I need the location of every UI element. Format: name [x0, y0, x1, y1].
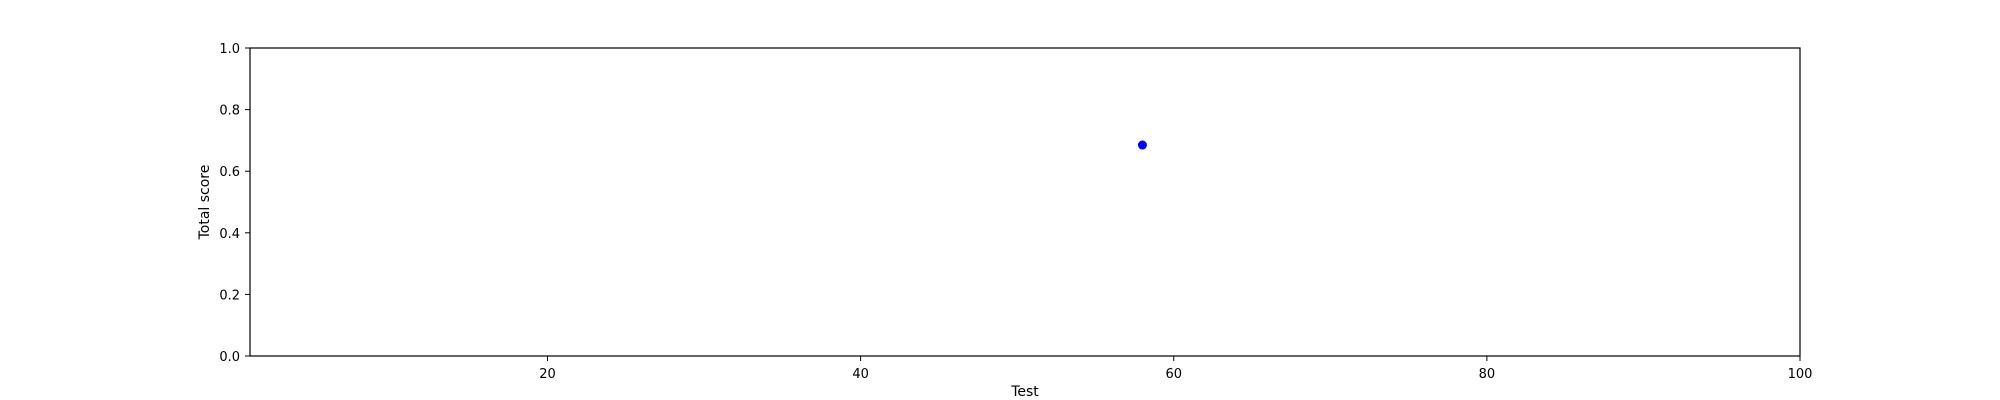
y-axis: 0.0 0.2 0.4 0.6 0.8 1.0	[219, 42, 250, 365]
y-tick-label: 0.0	[219, 350, 240, 365]
x-tick-label: 20	[539, 367, 556, 382]
x-axis-title: Test	[1010, 384, 1039, 400]
y-tick-label: 0.8	[219, 104, 240, 119]
x-tick-label: 60	[1165, 367, 1182, 382]
data-point	[1137, 140, 1147, 150]
x-tick-label: 80	[1479, 367, 1496, 382]
y-tick-label: 0.6	[219, 165, 240, 180]
y-axis-title: Total score	[197, 165, 213, 241]
y-tick-label: 0.4	[219, 227, 240, 242]
y-tick-label: 0.2	[219, 288, 240, 303]
plot-frame	[249, 47, 1801, 357]
x-tick-label: 100	[1788, 367, 1813, 382]
x-axis: 20 40 60 80 100	[539, 356, 1812, 382]
x-tick-label: 40	[852, 367, 869, 382]
series-points	[1137, 140, 1147, 150]
y-tick-label: 1.0	[219, 42, 240, 57]
